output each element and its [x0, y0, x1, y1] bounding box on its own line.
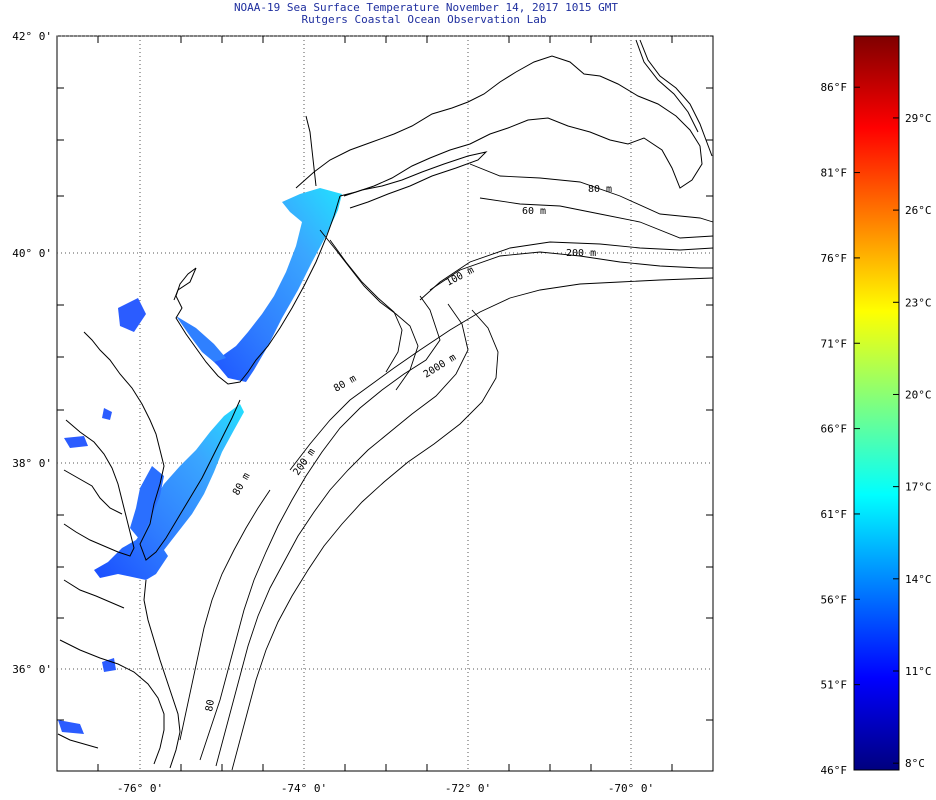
contour-2000m	[289, 277, 714, 471]
lon-tick-label: -72° 0'	[445, 782, 491, 795]
contour-label: 60 m	[522, 206, 546, 217]
contour-label: 200 m	[566, 248, 596, 259]
colorbar-f-label: 76°F	[821, 252, 848, 265]
map-panel: 80 m 60 m 200 m 100 m 2000 m 80 m 200 m …	[12, 30, 714, 795]
colorbar-c-label: 17°C	[905, 481, 932, 494]
sst-patch-a	[118, 298, 146, 332]
coast-delmarva	[83, 331, 241, 561]
coast-cape-cod	[639, 39, 713, 157]
sst-patch-e	[58, 720, 84, 734]
sst-patch-d	[102, 658, 116, 672]
colorbar-f-label: 46°F	[821, 764, 848, 777]
coast-inland-3	[63, 579, 125, 609]
coast-virginia	[143, 579, 181, 769]
colorbar-f-label: 86°F	[821, 81, 848, 94]
colorbar-f-label: 66°F	[821, 423, 848, 436]
map-title: NOAA-19 Sea Surface Temperature November…	[234, 1, 618, 14]
contour-inner-1	[319, 229, 419, 391]
colorbar-c-label: 23°C	[905, 296, 932, 309]
contour-inner-3	[179, 489, 271, 741]
coast-nc-sounds	[59, 639, 165, 765]
coast-chesapeake-west	[63, 419, 135, 557]
coast-new-england	[295, 55, 703, 197]
latitude-labels: 42° 0' 40° 0' 38° 0' 36° 0'	[12, 30, 52, 676]
lon-tick-label: -74° 0'	[281, 782, 327, 795]
coast-cape-cod-2	[635, 39, 699, 133]
lat-tick-label: 42° 0'	[12, 30, 52, 43]
coast-nj	[175, 195, 341, 385]
lat-tick-label: 36° 0'	[12, 663, 52, 676]
colorbar-fahrenheit-labels: 86°F 81°F 76°F 71°F 66°F 61°F 56°F 51°F 46°F	[821, 81, 848, 777]
colorbar-f-label: 51°F	[821, 679, 848, 692]
sst-patch-b	[102, 408, 112, 420]
contour-shelf-2	[215, 303, 469, 767]
graticule	[57, 35, 713, 771]
contour-label: 80 m	[588, 184, 612, 195]
coast-inland-2	[63, 469, 123, 515]
sst-chesapeake	[130, 466, 164, 540]
colorbar-c-label: 20°C	[905, 388, 932, 401]
colorbar-c-label: 8°C	[905, 757, 925, 770]
colorbar-f-label: 71°F	[821, 337, 848, 350]
lat-tick-label: 40° 0'	[12, 247, 52, 260]
coast-inland-1	[173, 267, 197, 301]
coast-hudson	[305, 115, 317, 187]
colorbar-f-label: 56°F	[821, 593, 848, 606]
colorbar-ticks	[854, 86, 899, 771]
contour-100m	[419, 241, 714, 301]
sst-swath-north	[198, 188, 342, 382]
colorbar-c-label: 29°C	[905, 112, 932, 125]
coast-inland-4	[57, 733, 99, 749]
contour-inner-2	[329, 239, 403, 373]
map-subtitle: Rutgers Coastal Ocean Observation Lab	[301, 13, 546, 26]
colorbar-c-label: 26°C	[905, 204, 932, 217]
contour-label: 80	[204, 699, 217, 713]
coastlines	[57, 39, 713, 769]
colorbar-celsius-labels: 29°C 26°C 23°C 20°C 17°C 14°C 11°C 8°C	[905, 112, 932, 770]
colorbar-ramp	[853, 35, 900, 771]
map-frame	[56, 35, 714, 772]
longitude-labels: -76° 0' -74° 0' -72° 0' -70° 0'	[117, 782, 654, 795]
sst-swath-south	[94, 404, 244, 580]
colorbar: 86°F 81°F 76°F 71°F 66°F 61°F 56°F 51°F 46°F 29°…	[821, 35, 932, 777]
contour-60m-north	[469, 163, 714, 223]
coast-long-island	[343, 151, 488, 209]
contour-80m-north	[479, 197, 714, 239]
sst-delaware-bay	[176, 316, 226, 362]
lat-tick-label: 38° 0'	[12, 457, 52, 470]
contour-shelf-1	[199, 295, 441, 761]
lon-tick-label: -76° 0'	[117, 782, 163, 795]
colorbar-f-label: 81°F	[821, 167, 848, 180]
sst-swath	[58, 188, 342, 734]
frame-ticks	[57, 36, 713, 771]
sst-patch-c	[64, 436, 88, 448]
colorbar-f-label: 61°F	[821, 508, 848, 521]
lon-tick-label: -70° 0'	[608, 782, 654, 795]
bathymetry-contours	[179, 163, 714, 771]
contour-shelf-3	[231, 309, 499, 771]
colorbar-c-label: 11°C	[905, 665, 932, 678]
contour-200m	[429, 251, 713, 291]
colorbar-c-label: 14°C	[905, 573, 932, 586]
